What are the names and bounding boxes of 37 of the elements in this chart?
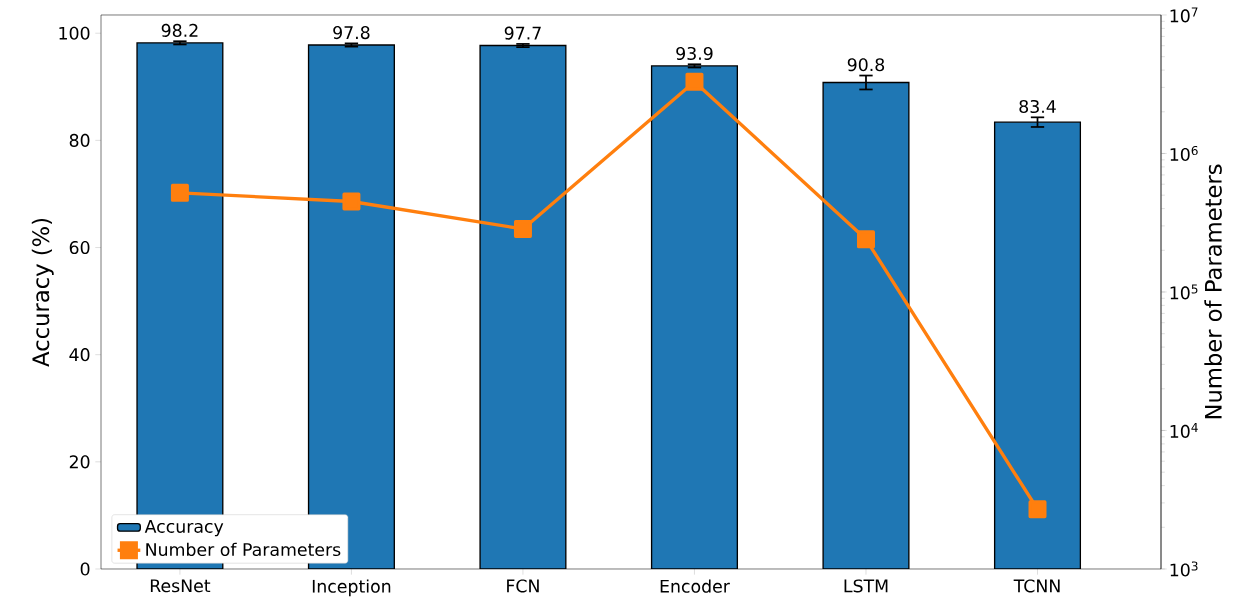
point [856, 230, 875, 249]
point [170, 183, 189, 202]
data-label: 98.2 [161, 23, 198, 37]
data-label: 97.8 [333, 26, 370, 40]
y-axis-title: Accuracy (%) [31, 218, 54, 367]
legend-label: Number of Parameters [146, 542, 341, 557]
bar [650, 65, 739, 569]
y-tick-label: 60 [69, 240, 90, 255]
x-tick-label: ResNet [150, 579, 211, 593]
bar [993, 121, 1082, 569]
x-tick-label: TCNN [1013, 579, 1060, 593]
y2-tick-label: 10$^{4}$ [1170, 423, 1198, 438]
y2-tick-label: 10$^{7}$ [1170, 7, 1198, 23]
data-label: 83.4 [1019, 99, 1056, 114]
x-tick-label: LSTM [844, 579, 888, 593]
data-label: 90.8 [847, 58, 885, 72]
y-tick-label: 80 [69, 133, 90, 147]
bar [479, 44, 567, 569]
y2-axis-title: Number of Parameters [1204, 164, 1222, 419]
point [513, 219, 532, 238]
data-label: 93.9 [676, 46, 713, 61]
x-tick-label: Inception [312, 579, 391, 597]
x-tick-label: Encoder [660, 579, 730, 593]
y2-tick-label: 10$^{3}$ [1170, 561, 1198, 577]
y-tick-label: 20 [69, 455, 90, 469]
y-tick-label: 0 [80, 562, 90, 576]
point [342, 192, 361, 211]
x-tick-label: FCN [507, 579, 539, 593]
y2-tick-label: 10$^{5}$ [1170, 284, 1198, 300]
point [685, 72, 704, 91]
y-tick-label: 100 [59, 26, 90, 40]
data-label: 97.7 [504, 26, 541, 40]
y-tick-label: 40 [69, 348, 90, 362]
y2-tick-label: 10$^{6}$ [1170, 145, 1198, 162]
point [1028, 500, 1047, 519]
legend-label: Accuracy [144, 520, 224, 537]
bar [822, 81, 910, 569]
